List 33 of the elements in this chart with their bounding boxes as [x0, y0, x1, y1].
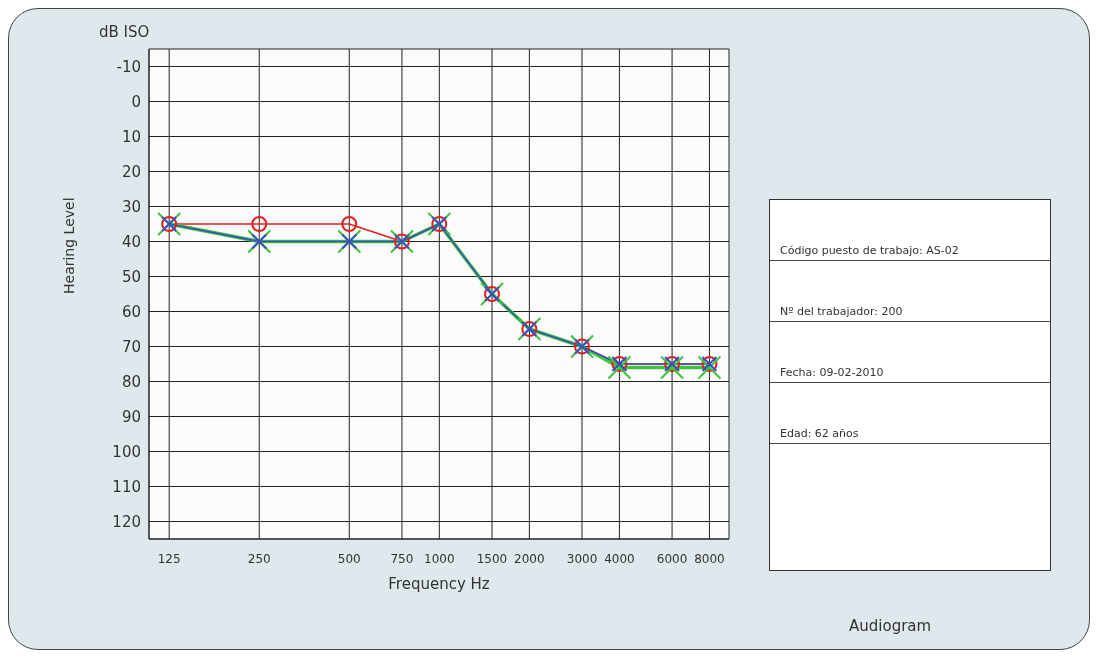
- x-tick-label: 3000: [566, 552, 598, 566]
- y-tick-label: -10: [116, 57, 141, 76]
- x-tick-label: 250: [247, 552, 271, 566]
- y-tick-label: 60: [121, 302, 141, 321]
- text: Código puesto de trabajo: AS-02: [770, 200, 1050, 261]
- y-tick-label: 30: [121, 197, 141, 216]
- y-tick-label: 100: [112, 442, 141, 461]
- x-tick-label: 125: [157, 552, 181, 566]
- y-tick-label: 110: [112, 477, 141, 496]
- text: Nº del trabajador: 200: [770, 261, 1050, 322]
- x-tick-label: 500: [337, 552, 361, 566]
- y-tick-label: 10: [121, 127, 141, 146]
- y-tick-label: 40: [121, 232, 141, 251]
- y-tick-label: 90: [121, 407, 141, 426]
- y-tick-label: 120: [112, 512, 141, 531]
- x-tick-label: 1000: [424, 552, 455, 566]
- x-tick-label: 8000: [694, 552, 725, 566]
- x-axis-title: Frequency Hz: [388, 575, 490, 593]
- y-tick-label: 0: [131, 92, 141, 111]
- y-tick-label: 50: [121, 267, 141, 286]
- x-tick-label: 750: [390, 552, 414, 566]
- text: Audiogram: [849, 617, 932, 635]
- x-tick-label: 1500: [476, 552, 508, 566]
- x-tick-label: 2000: [514, 552, 545, 566]
- text: Fecha: 09-02-2010: [770, 322, 1050, 383]
- y-axis-title: Hearing Level: [60, 197, 77, 294]
- x-tick-label: 4000: [604, 552, 635, 566]
- x-tick-label: 6000: [656, 552, 688, 566]
- text: dB ISO: [99, 23, 150, 41]
- y-tick-label: 80: [121, 372, 141, 391]
- y-tick-label: 70: [121, 337, 141, 356]
- text: Edad: 62 años: [770, 383, 1050, 444]
- y-tick-label: 20: [121, 162, 141, 181]
